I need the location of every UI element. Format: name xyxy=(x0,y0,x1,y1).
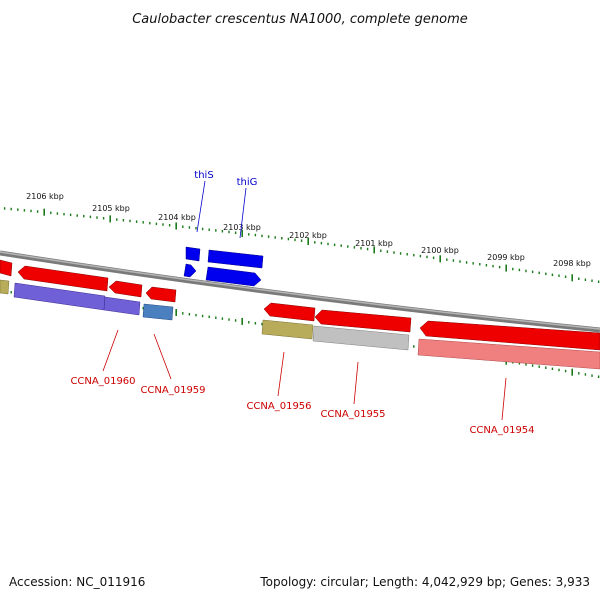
feature-block-CCNA_01956[interactable] xyxy=(261,319,314,340)
accession-text: Accession: NC_011916 xyxy=(9,575,145,589)
feature-block-CCNA_01959[interactable] xyxy=(142,303,174,321)
gene-arrow-CCNA_01960-upper[interactable] xyxy=(108,280,143,298)
leader-line-CCNA_01955 xyxy=(353,361,359,405)
forward-strand-genes xyxy=(183,246,264,287)
inner-gene-labels: CCNA_01960 CCNA_01959 CCNA_01956 CCNA_01… xyxy=(70,329,535,436)
gene-arrow-thiG-lower[interactable] xyxy=(205,266,262,287)
tick-label-2105: 2105 kbp xyxy=(92,204,130,213)
gene-label-CCNA_01956[interactable]: CCNA_01956 xyxy=(246,401,311,412)
gene-arrow-CCNA_01961[interactable] xyxy=(17,265,109,292)
tick-label-2102: 2102 kbp xyxy=(289,231,327,240)
outer-tick-ring xyxy=(3,207,600,283)
tick-label-2098: 2098 kbp xyxy=(553,259,591,268)
gene-arrow-thiS[interactable] xyxy=(185,246,201,262)
gene-label-CCNA_01955[interactable]: CCNA_01955 xyxy=(320,409,385,420)
genome-summary-text: Topology: circular; Length: 4,042,929 bp… xyxy=(259,575,590,589)
leader-line-CCNA_01954 xyxy=(501,377,507,421)
outer-gene-labels: thiS thiG xyxy=(194,170,258,239)
genome-backbone xyxy=(0,250,600,333)
map-title: Caulobacter crescentus NA1000, complete … xyxy=(132,12,468,27)
leader-line-thiS xyxy=(196,180,206,233)
leader-line-CCNA_01960 xyxy=(102,329,119,372)
feature-block-olive-left[interactable] xyxy=(0,279,10,295)
gene-arrow-left-edge[interactable] xyxy=(0,259,13,277)
leader-line-thiG xyxy=(239,187,247,239)
gene-arrow-CCNA_01959-upper[interactable] xyxy=(145,286,177,303)
gene-label-CCNA_01954[interactable]: CCNA_01954 xyxy=(469,425,534,436)
gene-arrow-CCNA_01956-upper[interactable] xyxy=(263,302,316,322)
tick-label-2100: 2100 kbp xyxy=(421,246,459,255)
feature-block-CCNA_01954[interactable] xyxy=(417,338,600,370)
leader-line-CCNA_01959 xyxy=(153,333,172,380)
gene-label-CCNA_01959[interactable]: CCNA_01959 xyxy=(140,385,205,396)
gene-arrow-thiS-lower[interactable] xyxy=(183,263,197,278)
leader-line-CCNA_01956 xyxy=(277,351,285,397)
reverse-strand-genes xyxy=(0,259,600,370)
tick-label-2099: 2099 kbp xyxy=(487,253,525,262)
gene-label-thiG[interactable]: thiG xyxy=(237,177,258,188)
tick-label-2106: 2106 kbp xyxy=(26,192,64,201)
feature-block-CCNA_01955[interactable] xyxy=(312,325,410,351)
gene-label-CCNA_01960[interactable]: CCNA_01960 xyxy=(70,376,135,387)
kbp-tick-labels: 2106 kbp 2105 kbp 2104 kbp 2103 kbp 2102… xyxy=(26,192,591,268)
gene-arrow-thiG[interactable] xyxy=(207,249,264,269)
feature-block-CCNA_01960b[interactable] xyxy=(103,296,141,316)
gene-label-thiS[interactable]: thiS xyxy=(194,170,213,181)
genome-backbone-highlight xyxy=(0,251,600,330)
gene-arrow-CCNA_01954-upper[interactable] xyxy=(419,320,600,351)
tick-label-2103: 2103 kbp xyxy=(223,223,261,232)
tick-label-2101: 2101 kbp xyxy=(355,239,393,248)
gene-arrow-CCNA_01955-upper[interactable] xyxy=(314,309,412,333)
tick-label-2104: 2104 kbp xyxy=(158,213,196,222)
